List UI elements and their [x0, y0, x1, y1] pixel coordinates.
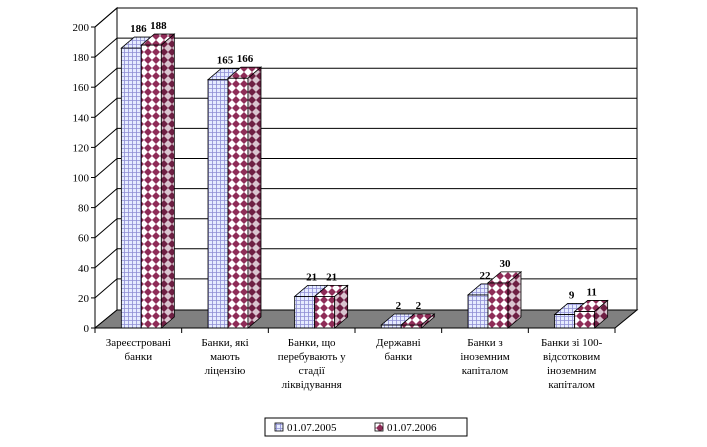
gridline-side	[94, 37, 118, 58]
y-tick-label: 140	[73, 112, 90, 124]
data-label: 186	[130, 23, 147, 35]
gridline-side	[94, 248, 118, 269]
bar	[226, 66, 263, 329]
y-axis: 0 20 40 60 80 100 120 140 160 180 200	[73, 22, 96, 335]
y-tick-label: 0	[84, 323, 90, 335]
bar-side	[594, 299, 609, 329]
y-tick-label: 60	[78, 233, 90, 245]
x-axis: Зареєстровані банки Банки, які мають ліцензі…	[94, 327, 616, 391]
bar-front	[120, 47, 142, 329]
gridline-side	[94, 188, 118, 208]
bar-side	[507, 270, 522, 329]
gridline-side	[94, 97, 118, 118]
y-tick-label: 160	[73, 82, 90, 94]
y-tick-label: 100	[73, 173, 90, 185]
bar	[400, 313, 436, 329]
bar-side	[247, 66, 262, 329]
bar-front	[554, 314, 576, 329]
x-tick-label: Банки, що перебувають у стадії ліквідування	[278, 337, 346, 391]
bar-side	[334, 284, 349, 329]
gridline-side	[94, 7, 118, 28]
data-label: 21	[326, 271, 337, 283]
data-label: 9	[569, 289, 575, 301]
y-tick-label: 20	[78, 293, 90, 305]
bar-front	[467, 294, 489, 329]
y-tick-label: 180	[73, 52, 90, 64]
legend-label: 01.07.2005	[287, 422, 337, 434]
y-tick-label: 40	[78, 263, 90, 275]
x-tick-label: Зареєстровані банки	[106, 337, 171, 363]
bar-front	[574, 311, 596, 329]
gridline-side	[94, 158, 118, 178]
data-label: 21	[306, 271, 317, 283]
gridline-side	[94, 278, 118, 299]
bars	[120, 33, 609, 329]
bar	[486, 270, 523, 329]
x-tick-label: Банки, які мають ліцензію	[201, 337, 248, 377]
bar-front	[140, 44, 162, 329]
gridlines	[94, 7, 637, 299]
legend-label: 01.07.2006	[387, 422, 437, 434]
y-tick-label: 80	[78, 203, 90, 215]
gridline-side	[94, 67, 118, 88]
x-tick-label: Банки з іноземним капіталом	[460, 337, 509, 377]
data-label: 165	[217, 55, 234, 67]
data-label: 166	[237, 53, 254, 65]
bar-front	[487, 282, 509, 329]
legend-swatch	[274, 422, 284, 432]
bar	[313, 284, 349, 329]
data-label: 22	[480, 270, 492, 282]
x-tick-label: Державні банки	[376, 337, 421, 363]
data-label: 188	[150, 20, 167, 32]
x-tick-label: Банки зі 100-відсотковим іноземним капітал…	[541, 337, 603, 391]
bar-front	[294, 295, 316, 329]
bar-front	[227, 77, 249, 329]
bar-front	[207, 79, 229, 329]
gridline-side	[94, 128, 118, 148]
y-tick-label: 120	[73, 142, 90, 154]
data-label: 2	[416, 300, 422, 312]
bar-side	[420, 313, 435, 329]
legend-swatch	[374, 422, 384, 432]
plot-walls	[93, 6, 639, 330]
legend-box	[264, 417, 468, 437]
data-label: 30	[500, 258, 512, 270]
gridline-side	[94, 218, 118, 239]
bar	[140, 33, 176, 329]
y-tick-label: 200	[73, 22, 90, 34]
data-label: 2	[396, 300, 402, 312]
data-label: 11	[586, 286, 596, 298]
legend: 01.07.2005 01.07.2006	[264, 417, 468, 437]
bar-side	[160, 33, 175, 329]
bar-front	[314, 295, 336, 329]
